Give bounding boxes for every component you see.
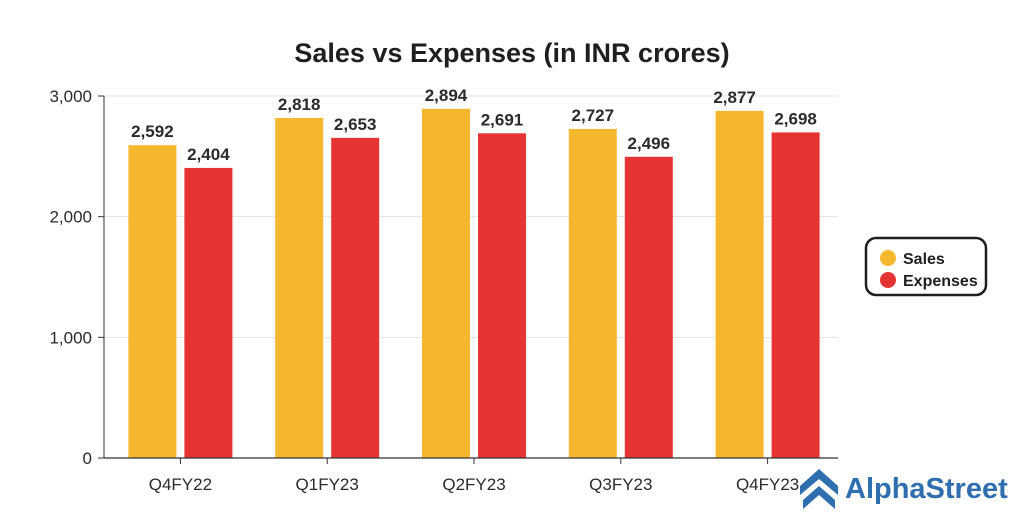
legend-label-expenses: Expenses [903,273,978,290]
brand-name: AlphaStreet [845,473,1008,505]
data-label-sales: 2,592 [131,122,174,141]
x-tick-label: Q4FY22 [149,475,212,494]
y-axis-ticks: 0 1,000 2,000 3,000 [49,87,104,468]
bar-expenses [331,137,380,458]
bars: 2,592 2,404 2,818 2,653 2,894 2,691 2,727 2,496… [128,86,820,459]
data-label-expenses: 2,496 [628,134,671,153]
bar-sales [568,128,617,458]
bar-sales [715,110,764,458]
bar-expenses [478,133,526,458]
legend-label-sales: Sales [903,251,945,268]
data-label-expenses: 2,653 [334,115,377,134]
x-tick-label: Q3FY23 [589,475,652,494]
bar-sales [128,145,177,458]
alphastreet-logo-icon [800,469,838,509]
x-tick-label: Q2FY23 [442,475,505,494]
y-tick-label: 2,000 [49,208,92,227]
data-label-sales: 2,877 [713,88,756,107]
bar-sales [422,108,470,459]
legend-swatch-expenses [880,272,896,288]
y-tick-label: 1,000 [49,328,92,347]
data-label-expenses: 2,698 [774,109,817,128]
x-tick-label: Q1FY23 [296,475,359,494]
data-label-expenses: 2,691 [481,110,524,129]
legend: Sales Expenses [864,236,988,297]
data-label-sales: 2,727 [572,106,615,125]
bar-expenses [184,167,233,458]
data-label-expenses: 2,404 [187,145,230,164]
bar-expenses [771,132,820,458]
x-tick-label: Q4FY23 [736,475,799,494]
legend-swatch-sales [880,250,896,266]
bar-expenses [624,156,673,459]
brand-logo: AlphaStreet [800,469,1008,509]
data-label-sales: 2,894 [425,86,468,105]
y-tick-label: 0 [83,449,92,468]
legend-box [864,236,988,297]
bar-sales [275,117,324,458]
y-tick-label: 3,000 [49,87,92,106]
x-axis-ticks: Q4FY22 Q1FY23 Q2FY23 Q3FY23 Q4FY23 [149,458,799,494]
data-label-sales: 2,818 [278,95,321,114]
chart-title: Sales vs Expenses (in INR crores) [294,38,729,68]
